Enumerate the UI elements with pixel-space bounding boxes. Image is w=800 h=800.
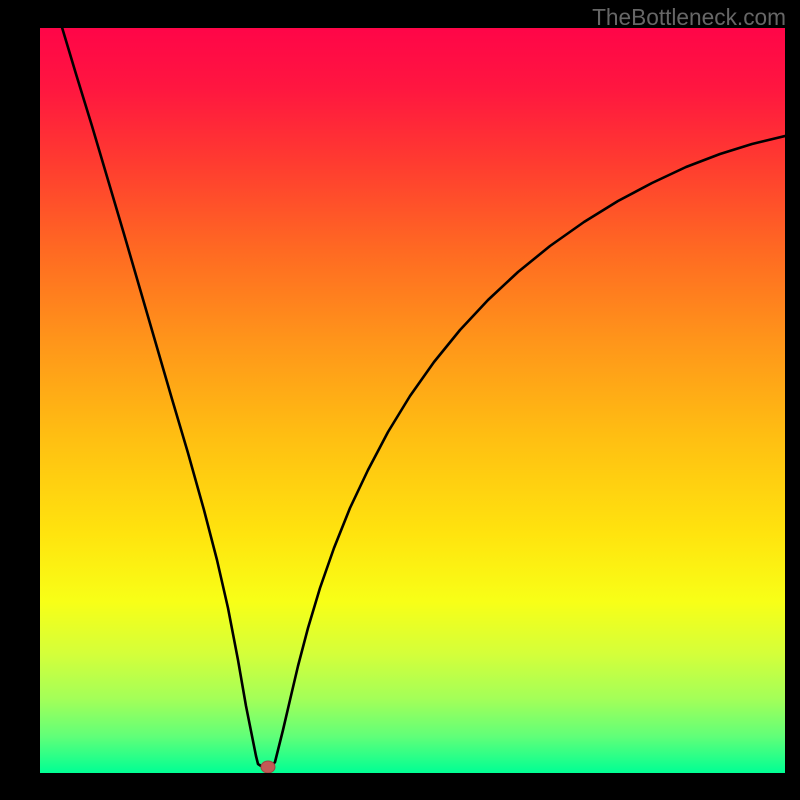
optimum-marker bbox=[40, 28, 785, 773]
frame-right bbox=[785, 0, 800, 800]
optimum-marker-dot bbox=[261, 761, 275, 773]
watermark-text: TheBottleneck.com bbox=[592, 4, 786, 31]
frame-left bbox=[0, 0, 40, 800]
frame-bottom bbox=[0, 773, 800, 800]
plot-area bbox=[40, 28, 785, 773]
